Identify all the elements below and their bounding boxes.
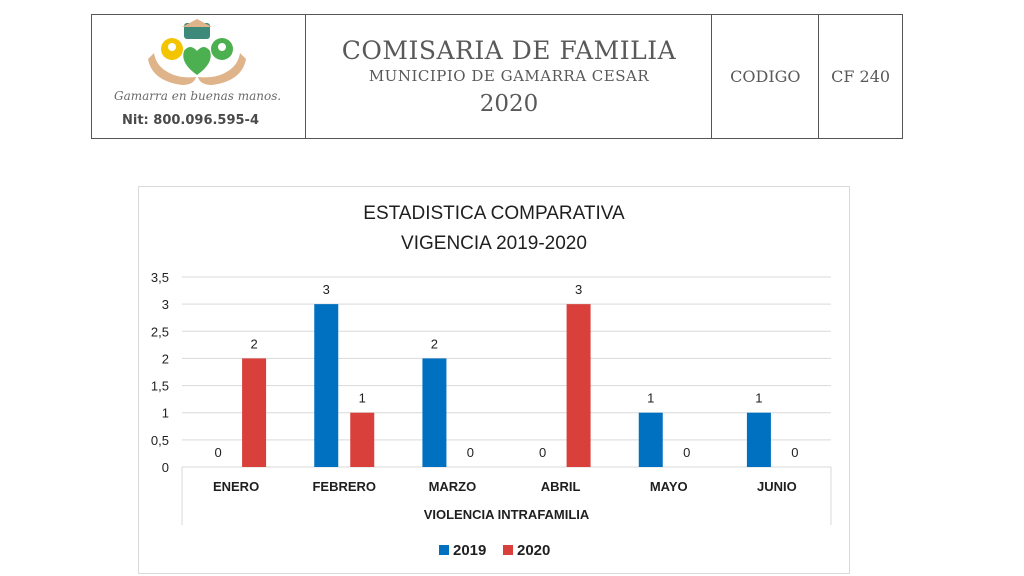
data-label: 0 (791, 445, 798, 460)
document-header: Gamarra en buenas manos. Nit: 800.096.59… (91, 14, 903, 139)
data-label: 3 (323, 282, 330, 297)
code-label-cell: CODIGO (712, 15, 820, 138)
legend-label-2019: 2019 (453, 542, 486, 559)
data-label: 0 (214, 445, 221, 460)
chart-title: ESTADISTICA COMPARATIVA (363, 203, 625, 224)
municipality-name: MUNICIPIO DE GAMARRA CESAR (368, 67, 650, 85)
code-label: CODIGO (730, 67, 801, 86)
x-tick-label: FEBRERO (312, 479, 376, 494)
legend-swatch-2019 (439, 545, 449, 555)
x-axis-title: VIOLENCIA INTRAFAMILIA (424, 507, 590, 522)
data-label: 1 (359, 391, 366, 406)
data-label: 0 (467, 445, 474, 460)
code-value-cell: CF 240 (819, 15, 902, 138)
bar-2020-enero (242, 358, 267, 467)
chart-frame: ESTADISTICA COMPARATIVA VIGENCIA 2019-20… (138, 186, 850, 574)
data-label: 0 (539, 445, 546, 460)
bar-2019-mayo (638, 412, 663, 467)
data-label: 1 (647, 391, 654, 406)
y-tick-label: 1,5 (151, 379, 169, 394)
bar-2019-febrero (314, 304, 339, 467)
x-tick-label: MAYO (650, 479, 688, 494)
data-label: 0 (683, 445, 690, 460)
data-label: 3 (575, 282, 582, 297)
x-tick-label: JUNIO (757, 479, 797, 494)
logo-cell: Gamarra en buenas manos. Nit: 800.096.59… (92, 15, 307, 138)
legend-label-2020: 2020 (517, 542, 550, 559)
organization-title: COMISARIA DE FAMILIA (341, 36, 677, 65)
x-tick-label: MARZO (429, 479, 477, 494)
document-year: 2020 (479, 91, 539, 117)
nit-number: Nit: 800.096.595-4 (122, 113, 260, 128)
data-label: 1 (755, 391, 762, 406)
code-value: CF 240 (831, 67, 891, 86)
bar-2020-abril (566, 304, 591, 467)
municipality-logo-icon (148, 19, 246, 85)
x-tick-label: ENERO (213, 479, 259, 494)
bar-2020-febrero (350, 412, 375, 467)
bar-2019-marzo (422, 358, 447, 467)
x-tick-label: ABRIL (541, 479, 581, 494)
y-tick-label: 1 (162, 406, 169, 421)
y-tick-label: 2 (162, 351, 169, 366)
legend-swatch-2020 (503, 545, 513, 555)
chart-subtitle: VIGENCIA 2019-2020 (401, 233, 587, 254)
data-label: 2 (250, 336, 257, 351)
data-label: 2 (431, 336, 438, 351)
y-tick-label: 0,5 (151, 433, 169, 448)
y-tick-label: 2,5 (151, 324, 169, 339)
y-tick-label: 3,5 (151, 270, 169, 285)
y-tick-label: 3 (162, 297, 169, 312)
logo-slogan: Gamarra en buenas manos. (114, 89, 282, 103)
y-tick-label: 0 (162, 460, 169, 475)
bar-2019-junio (746, 412, 771, 467)
title-cell: COMISARIA DE FAMILIA MUNICIPIO DE GAMARR… (306, 15, 713, 138)
bar-chart: 0 0,5 1 1,5 2 2,5 3 3,5 ENERO 0 2 FEBRERO 3 1 MARZO 2 0 A… (151, 270, 832, 559)
